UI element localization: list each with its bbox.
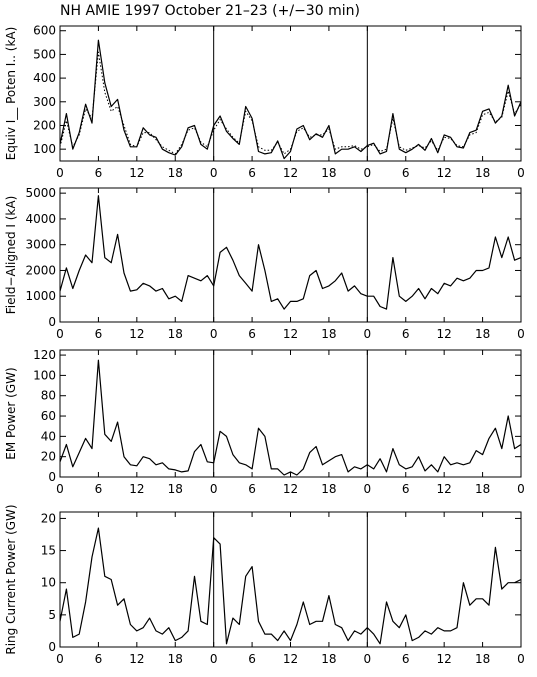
y-axis-label: Ring Current Power (GW) — [4, 504, 18, 654]
y-tick-label: 400 — [33, 71, 56, 85]
x-tick-label: 12 — [129, 652, 144, 666]
series-line — [59, 527, 522, 645]
y-axis-label: EM Power (GW) — [4, 367, 18, 459]
y-tick-label: 500 — [33, 47, 56, 61]
x-tick-label: 12 — [129, 482, 144, 496]
x-tick-label: 6 — [95, 166, 103, 180]
x-tick-label: 12 — [283, 166, 298, 180]
x-tick-label: 0 — [364, 327, 372, 341]
x-tick-label: 18 — [168, 327, 183, 341]
x-tick-label: 18 — [321, 166, 336, 180]
x-tick-label: 6 — [95, 482, 103, 496]
x-tick-label: 18 — [475, 482, 490, 496]
x-tick-label: 0 — [364, 652, 372, 666]
y-tick-label: 20 — [41, 450, 56, 464]
x-tick-label: 6 — [95, 652, 103, 666]
x-tick-label: 0 — [517, 482, 525, 496]
potential-panel: 0 6 12 18 0 6 12 18 0 6 12 18 0100200300400500600Equ… — [4, 24, 525, 180]
x-tick-label: 12 — [129, 166, 144, 180]
x-tick-label: 0 — [364, 166, 372, 180]
panels-group: 0 6 12 18 0 6 12 18 0 6 12 18 0100200300400500600Equ… — [4, 24, 525, 666]
y-tick-label: 300 — [33, 95, 56, 109]
y-tick-label: 0 — [48, 315, 56, 329]
x-tick-label: 12 — [129, 327, 144, 341]
x-tick-label: 0 — [517, 166, 525, 180]
x-tick-label: 0 — [517, 652, 525, 666]
y-tick-label: 40 — [41, 429, 56, 443]
x-tick-label: 0 — [210, 652, 218, 666]
figure-title: NH AMIE 1997 October 21–23 (+/−30 min) — [60, 3, 360, 19]
x-tick-label: 12 — [437, 482, 452, 496]
y-tick-label: 600 — [33, 24, 56, 38]
y-tick-label: 20 — [41, 511, 56, 525]
x-tick-label: 18 — [168, 166, 183, 180]
x-tick-label: 6 — [248, 166, 256, 180]
series-line — [59, 359, 522, 476]
x-tick-label: 0 — [56, 166, 64, 180]
x-tick-label: 18 — [168, 652, 183, 666]
x-tick-label: 0 — [56, 327, 64, 341]
x-tick-label: 6 — [402, 482, 410, 496]
y-tick-label: 100 — [33, 368, 56, 382]
y-tick-label: 15 — [41, 544, 56, 558]
x-tick-label: 0 — [210, 327, 218, 341]
x-tick-label: 12 — [437, 327, 452, 341]
x-tick-label: 18 — [321, 327, 336, 341]
y-tick-label: 100 — [33, 142, 56, 156]
x-tick-label: 18 — [475, 166, 490, 180]
y-tick-label: 60 — [41, 409, 56, 423]
series-line-dotted — [59, 51, 522, 155]
y-tick-label: 5000 — [25, 186, 56, 200]
x-tick-label: 0 — [364, 482, 372, 496]
y-axis-label: Field−Aligned I (kA) — [4, 196, 18, 315]
x-tick-label: 0 — [210, 482, 218, 496]
x-tick-label: 0 — [56, 652, 64, 666]
x-tick-label: 6 — [95, 327, 103, 341]
x-tick-label: 12 — [283, 652, 298, 666]
x-tick-label: 18 — [321, 652, 336, 666]
x-tick-label: 6 — [248, 327, 256, 341]
y-tick-label: 3000 — [25, 238, 56, 252]
x-tick-label: 12 — [283, 482, 298, 496]
field-aligned-panel: 0 6 12 18 0 6 12 18 0 6 12 18 0010002000300040005000… — [4, 186, 525, 341]
x-tick-label: 12 — [437, 652, 452, 666]
y-tick-label: 10 — [41, 576, 56, 590]
y-tick-label: 1000 — [25, 289, 56, 303]
y-axis-label: Equiv I__ Poten I.. (kA) — [4, 27, 18, 161]
y-tick-label: 80 — [41, 389, 56, 403]
x-tick-label: 0 — [210, 166, 218, 180]
x-tick-label: 18 — [321, 482, 336, 496]
x-tick-label: 18 — [475, 652, 490, 666]
x-tick-label: 18 — [475, 327, 490, 341]
x-tick-label: 6 — [402, 652, 410, 666]
x-tick-label: 12 — [283, 327, 298, 341]
y-tick-label: 0 — [48, 470, 56, 484]
x-tick-label: 6 — [248, 482, 256, 496]
y-tick-label: 2000 — [25, 263, 56, 277]
x-tick-label: 0 — [56, 482, 64, 496]
x-tick-label: 6 — [402, 327, 410, 341]
series-line — [59, 195, 522, 310]
y-tick-label: 200 — [33, 118, 56, 132]
x-tick-label: 6 — [248, 652, 256, 666]
y-tick-label: 0 — [48, 640, 56, 654]
y-tick-label: 120 — [33, 348, 56, 362]
x-tick-label: 18 — [168, 482, 183, 496]
x-tick-label: 0 — [517, 327, 525, 341]
y-tick-label: 5 — [48, 608, 56, 622]
x-tick-label: 6 — [402, 166, 410, 180]
x-tick-label: 12 — [437, 166, 452, 180]
y-tick-label: 4000 — [25, 212, 56, 226]
